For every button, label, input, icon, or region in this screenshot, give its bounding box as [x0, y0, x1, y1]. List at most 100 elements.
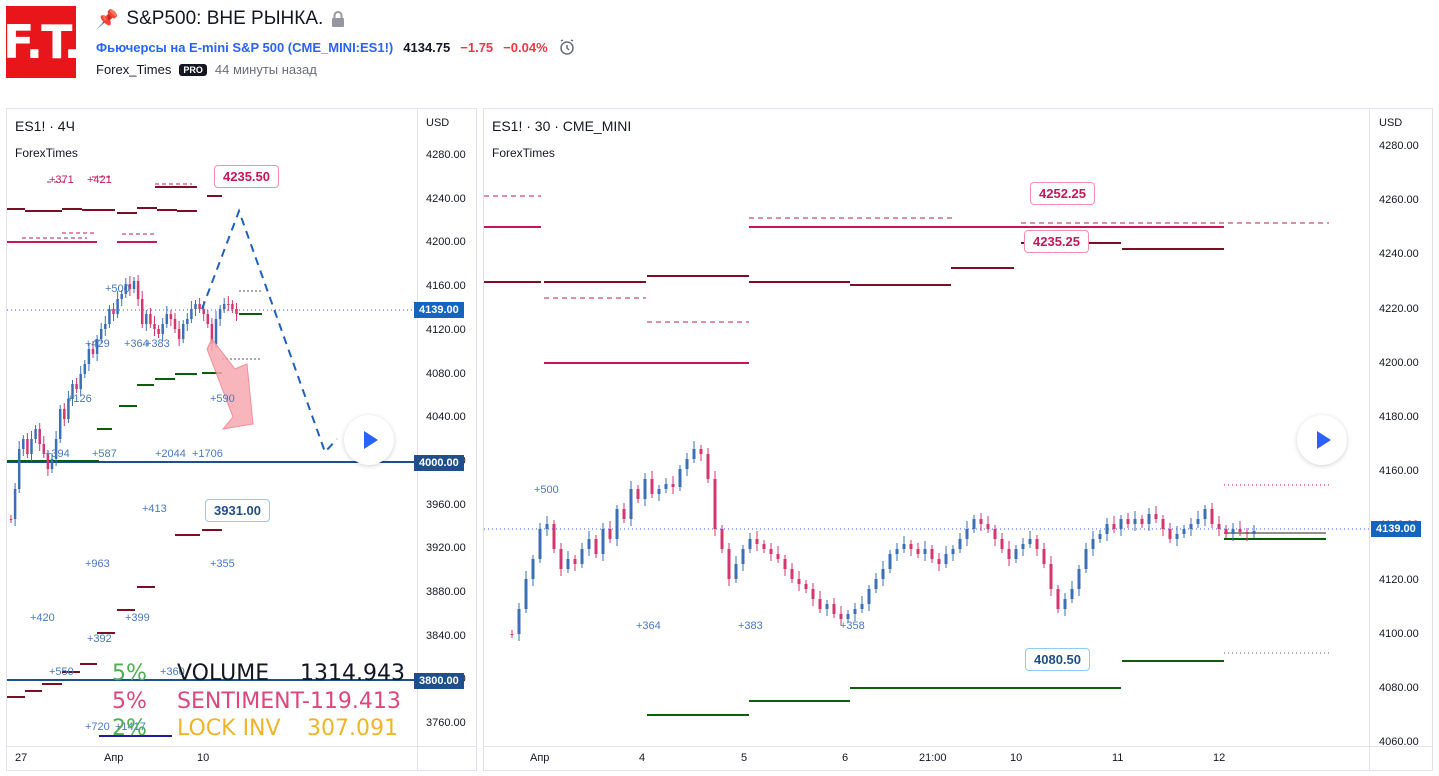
left-callout-support[interactable]: 3931.00 — [205, 499, 270, 522]
right-chart-canvas[interactable] — [484, 109, 1434, 772]
volume-label: +1706 — [192, 448, 223, 460]
y-tick-label: 4280.00 — [426, 149, 466, 161]
right-price-tag: 4139.00 — [1371, 521, 1421, 537]
y-tick-label: 4080.00 — [426, 367, 466, 380]
idea-title: 📌 S&P500: ВНЕ РЫНКА. — [96, 8, 345, 30]
y-tick-label: 3960.00 — [426, 498, 466, 511]
right-callout-3[interactable]: 4080.50 — [1025, 648, 1090, 671]
lock-pct: 2% — [112, 716, 147, 741]
x-tick-label: 10 — [197, 752, 210, 764]
idea-title-text: S&P500: ВНЕ РЫНКА. — [126, 8, 324, 29]
time-ago: 44 минуты назад — [214, 62, 317, 77]
volume-label: +355 — [210, 558, 235, 570]
y-tick-label: 4180.00 — [1379, 411, 1419, 423]
x-tick-label: 12 — [1213, 752, 1226, 764]
x-tick-label: 4 — [639, 752, 646, 764]
author-line: Forex_Times PRO 44 минуты назад — [96, 62, 317, 77]
left-candles — [9, 275, 238, 526]
volume-label: +420 — [30, 612, 55, 624]
volume-pct: 5% — [112, 661, 147, 686]
y-tick-label: 4280.00 — [1379, 140, 1419, 152]
lock-value: 307.091 — [307, 716, 398, 741]
left-chart-panel[interactable]: ES1! · 4Ч ForexTimes USD 4280.00 4240.00 4… — [6, 108, 477, 771]
volume-label: +364 — [124, 338, 149, 350]
left-y-axis[interactable] — [417, 109, 418, 770]
y-tick-label: 4220.00 — [1379, 302, 1419, 315]
author-name[interactable]: Forex_Times — [96, 62, 172, 77]
forecast-path[interactable] — [201, 208, 338, 454]
y-tick-label: 4200.00 — [426, 236, 466, 249]
pin-icon: 📌 — [96, 8, 119, 29]
x-tick-label: 11 — [1112, 752, 1124, 764]
y-tick-label: 4040.00 — [426, 411, 466, 424]
volume-label: VOLUME — [177, 661, 270, 686]
right-y-axis[interactable] — [1369, 109, 1370, 770]
y-tick-label: 4060.00 — [1379, 736, 1419, 749]
instrument-link[interactable]: Фьючерсы на E-mini S&P 500 (CME_MINI:ES1… — [96, 39, 394, 55]
volume-label: +399 — [125, 612, 150, 624]
y-tick-label: 4080.00 — [1379, 682, 1419, 694]
price-change-pct: −0.04% — [503, 39, 548, 55]
volume-label: +550 — [49, 666, 74, 678]
x-tick-label: 27 — [15, 752, 28, 764]
pro-badge: PRO — [179, 63, 207, 76]
instrument-symbol[interactable]: CME_MINI:ES1! — [292, 39, 389, 55]
forecast-arrow-icon[interactable] — [206, 338, 254, 430]
x-tick-label: 5 — [741, 752, 748, 764]
volume-label: +500 — [534, 484, 559, 496]
left-price-tag: 4139.00 — [414, 302, 464, 318]
alarm-clock-icon[interactable] — [558, 38, 576, 56]
volume-label: +364 — [636, 620, 661, 632]
left-chart-canvas[interactable] — [7, 109, 478, 772]
lock-icon — [332, 11, 345, 27]
lock-label: LOCK INV — [177, 716, 281, 741]
left-currency: USD — [426, 117, 450, 129]
right-callout-1[interactable]: 4252.25 — [1030, 182, 1095, 205]
volume-label: +429 — [85, 338, 110, 350]
right-chart-author: ForexTimes — [492, 146, 555, 160]
play-button[interactable] — [344, 415, 394, 465]
y-tick-label: 3840.00 — [426, 629, 466, 642]
volume-label: +2044 — [155, 448, 186, 460]
y-tick-label: 4120.00 — [426, 323, 466, 336]
y-tick-label: 4100.00 — [1379, 627, 1419, 640]
x-tick-label: Апр — [530, 752, 550, 764]
play-button-right[interactable] — [1297, 415, 1347, 465]
right-chart-title: ES1! · 30 · CME_MINI — [492, 118, 632, 134]
y-tick-label: 4200.00 — [1379, 356, 1419, 369]
x-tick-label: 10 — [1010, 752, 1023, 764]
left-callout-resistance[interactable]: 4235.50 — [214, 165, 279, 188]
right-callout-2[interactable]: 4235.25 — [1024, 230, 1089, 253]
volume-label: +371 — [49, 174, 74, 186]
volume-label: +358 — [840, 620, 865, 632]
volume-label: +360 — [160, 666, 185, 678]
volume-label: +413 — [142, 503, 167, 515]
left-chart-title: ES1! · 4Ч — [15, 118, 75, 134]
volume-label: +126 — [67, 393, 92, 405]
y-tick-label: 4160.00 — [1379, 465, 1419, 478]
volume-value: 1314.943 — [300, 661, 405, 686]
sentiment-label: SENTIMENT — [177, 689, 305, 714]
right-currency: USD — [1379, 117, 1403, 129]
y-tick-label: 4120.00 — [1379, 573, 1419, 586]
y-tick-label: 3760.00 — [426, 717, 466, 730]
y-tick-label: 3920.00 — [426, 542, 466, 555]
forex-times-logo[interactable]: F.T. — [3, 6, 81, 78]
y-tick-label: 4260.00 — [1379, 194, 1419, 207]
volume-label: +963 — [85, 558, 110, 570]
y-tick-label: 4240.00 — [426, 192, 466, 205]
y-tick-label: 4240.00 — [1379, 248, 1419, 261]
volume-label: +500 — [105, 283, 130, 295]
left-level-tag-4000: 4000.00 — [414, 455, 464, 471]
volume-label: +587 — [92, 448, 117, 460]
right-x-axis[interactable] — [484, 746, 1432, 747]
left-x-axis[interactable] — [7, 746, 476, 747]
x-tick-label: 6 — [842, 752, 849, 764]
right-chart-panel[interactable]: ES1! · 30 · CME_MINI ForexTimes USD 4280… — [483, 108, 1433, 771]
volume-label: +1417 — [115, 721, 146, 733]
price-change: −1.75 — [460, 39, 494, 55]
right-candles — [510, 441, 1256, 641]
last-price: 4134.75 — [403, 39, 451, 55]
volume-label: +590 — [210, 393, 235, 405]
volume-label: +383 — [145, 338, 170, 350]
